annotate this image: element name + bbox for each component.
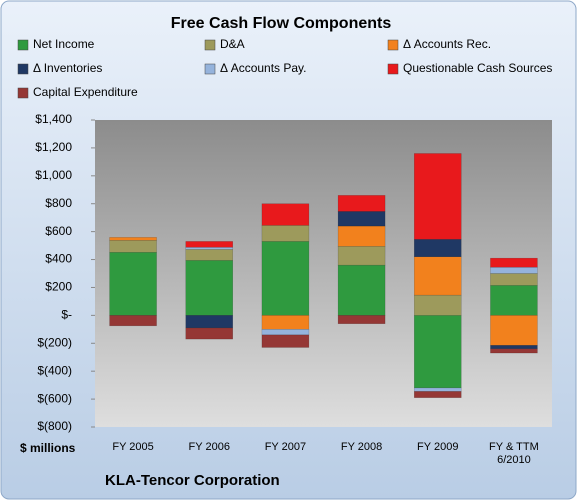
legend-label: Δ Accounts Pay. [220,61,307,75]
bar-segment [337,195,386,212]
y-tick-label: $(200) [37,335,72,349]
bar-segment [109,315,157,327]
x-tick-label: FY 2005 [112,441,154,453]
bar-segment [490,285,538,316]
legend-swatch [204,39,216,51]
bar-segment [109,237,157,241]
legend-swatch [17,87,29,99]
bar-segment [261,241,310,316]
y-tick-label: $(800) [37,419,72,433]
bar-segment [185,260,233,316]
x-tick-label-box: FY 2007 [264,441,307,453]
x-tick-label-box: FY 2005 [112,441,154,453]
y-axis-label: $ millions [20,441,76,455]
x-tick-label: FY 2008 [340,441,383,453]
legend-swatch [387,63,399,75]
bar-segment [185,315,233,329]
legend-label: Δ Inventories [33,61,102,75]
bar-segment [185,241,233,248]
bar-segment [185,327,233,340]
x-tick-label: FY 2009 [417,441,459,453]
y-tick-label: $(400) [37,363,72,377]
bar-segment [261,334,310,348]
bar-segment [490,266,538,274]
bar-segment [490,345,538,350]
x-tick-label: FY 2007 [264,441,307,453]
bar-segment [337,246,386,266]
bar-segment [261,329,310,336]
plot-area [95,120,552,427]
bar-segment [185,249,233,261]
bar-segment [109,252,157,316]
bar-segment [337,225,386,247]
bar-segment [261,315,310,330]
y-tick-label: $1,400 [35,112,72,126]
x-tick-label-box: FY 2009 [417,441,459,453]
bar-segment [490,257,538,268]
bar-segment [414,294,462,316]
y-tick-label: $1,200 [35,140,72,154]
legend-swatch [204,63,216,75]
bar-segment [337,264,386,316]
bar-segment [414,315,462,389]
legend-label: Net Income [33,37,95,51]
bar-segment [414,391,462,398]
bar-segment [490,273,538,286]
x-tick-label-box: FY 2008 [340,441,383,453]
bar-segment [414,256,462,296]
bar-segment [490,315,538,346]
x-tick-label: FY & TTM 6/2010 [489,441,539,466]
legend-label: Δ Accounts Rec. [403,37,491,51]
y-tick-label: $- [61,308,72,322]
x-tick-label-box: FY 2006 [188,441,230,453]
y-tick-label: $400 [45,252,72,266]
legend-swatch [387,39,399,51]
x-tick-label-box: FY & TTM 6/2010 [489,441,539,466]
bar-segment [185,247,233,250]
bar-segment [490,348,538,354]
bar-segment [261,203,310,226]
footer: KLA-Tencor Corporation [105,472,280,489]
y-tick-label: $1,000 [35,168,72,182]
bar-segment [261,225,310,242]
legend-label: D&A [220,37,245,51]
bar-segment [414,153,462,240]
bar-segment [337,315,386,324]
bar-segment [414,387,462,392]
bar-segment [109,240,157,253]
y-tick-label: $600 [45,224,72,238]
bar-segment [414,239,462,258]
y-tick-label: $200 [45,280,72,294]
chart-title: Free Cash Flow Components [171,15,392,32]
legend-label: Questionable Cash Sources [403,61,552,75]
legend-swatch [17,63,29,75]
legend-label: Capital Expenditure [33,85,138,99]
bar-segment [337,211,386,227]
y-tick-label: $800 [45,196,72,210]
y-tick-label: $(600) [37,391,72,405]
legend-swatch [17,39,29,51]
x-tick-label: FY 2006 [188,441,230,453]
